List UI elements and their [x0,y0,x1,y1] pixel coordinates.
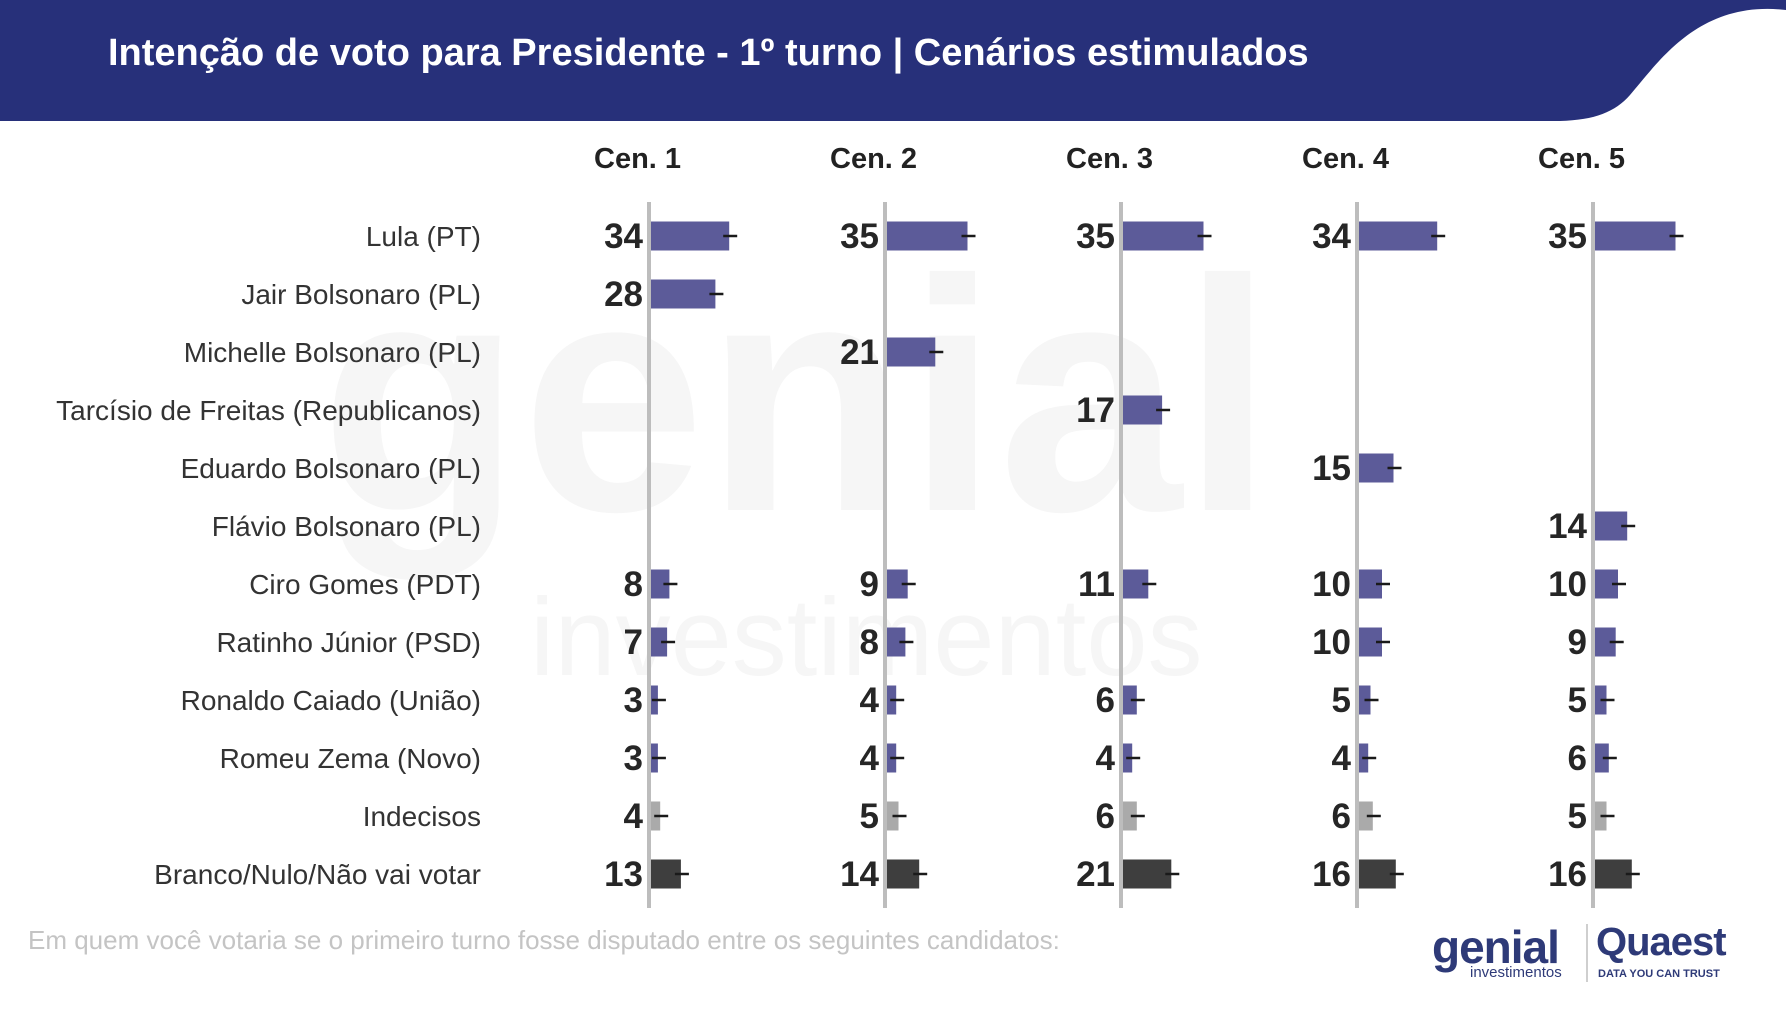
value-label: 35 [1548,217,1587,256]
bar [1595,627,1616,657]
value-label: 6 [1096,797,1115,836]
category-label: Eduardo Bolsonaro (PL) [181,453,481,484]
value-label: 10 [1548,565,1587,604]
bar [1595,743,1609,773]
category-label: Ronaldo Caiado (União) [181,685,481,716]
value-label: 16 [1312,855,1351,894]
value-label: 8 [624,565,643,604]
bar [887,337,936,367]
genial-logo-sub: investimentos [1470,964,1562,981]
bar [651,279,716,309]
quaest-logo-tagline: DATA YOU CAN TRUST [1598,968,1720,980]
bar [651,569,670,599]
header-background [0,0,1786,121]
category-label: Ciro Gomes (PDT) [249,569,481,600]
value-label: 3 [624,739,643,778]
value-label: 6 [1332,797,1351,836]
category-label: Lula (PT) [366,221,481,252]
value-label: 34 [604,217,643,256]
value-label: 16 [1548,855,1587,894]
bar [887,627,906,657]
value-label: 8 [860,623,879,662]
bar [1359,569,1382,599]
value-label: 5 [860,797,879,836]
value-label: 9 [1568,623,1587,662]
bar [887,221,968,251]
page-title: Intenção de voto para Presidente - 1º tu… [108,32,1309,74]
quaest-logo-word: Quaest [1596,920,1727,964]
header-banner: Intenção de voto para Presidente - 1º tu… [0,0,1786,122]
bar [1595,859,1632,889]
genial-logo: genial investimentos [1432,920,1582,982]
bar [1595,569,1618,599]
value-label: 4 [1332,739,1352,778]
quaest-logo: Quaest DATA YOU CAN TRUST [1596,920,1736,982]
bar [887,569,908,599]
value-label: 11 [1078,565,1115,604]
category-label: Romeu Zema (Novo) [220,743,481,774]
bar [1359,801,1373,831]
value-label: 4 [624,797,644,836]
value-label: 9 [860,565,879,604]
value-label: 28 [604,275,643,314]
scenario-header: Cen. 5 [1538,143,1625,175]
genial-logo-word: genial [1432,921,1560,973]
bar [1123,395,1163,425]
value-label: 14 [840,855,879,894]
category-label: Flávio Bolsonaro (PL) [212,511,481,542]
scenario-header: Cen. 3 [1066,143,1153,175]
value-label: 21 [840,333,879,372]
scenario-header: Cen. 1 [594,143,681,175]
bar [1123,801,1137,831]
category-label: Branco/Nulo/Não vai votar [154,859,481,890]
value-label: 13 [604,855,643,894]
value-label: 7 [624,623,643,662]
value-label: 35 [840,217,879,256]
value-label: 17 [1076,391,1115,430]
category-label: Jair Bolsonaro (PL) [241,279,481,310]
bar [1359,221,1438,251]
logo-divider [1586,924,1588,982]
value-label: 4 [860,681,880,720]
category-label: Ratinho Júnior (PSD) [216,627,481,658]
value-label: 5 [1568,681,1587,720]
value-label: 15 [1312,449,1351,488]
value-label: 3 [624,681,643,720]
value-label: 4 [860,739,880,778]
value-label: 5 [1568,797,1587,836]
vote-intention-chart: Lula (PT) Jair Bolsonaro (PL) Michelle Bol… [56,143,1684,908]
footnote: Em quem você votaria se o primeiro turno… [28,925,1060,955]
value-label: 10 [1312,623,1351,662]
bar [1595,221,1676,251]
value-label: 6 [1096,681,1115,720]
category-label: Michelle Bolsonaro (PL) [184,337,481,368]
value-label: 21 [1076,855,1115,894]
value-label: 35 [1076,217,1115,256]
bar [651,221,730,251]
value-label: 4 [1096,739,1116,778]
bar [1123,859,1172,889]
value-label: 5 [1332,681,1351,720]
value-label: 10 [1312,565,1351,604]
bar [1359,627,1382,657]
bar [1359,859,1396,889]
bar [651,627,668,657]
scenario-header: Cen. 4 [1302,143,1389,175]
value-label: 6 [1568,739,1587,778]
category-label: Tarcísio de Freitas (Republicanos) [56,395,481,426]
value-label: 14 [1548,507,1587,546]
value-label: 34 [1312,217,1351,256]
scenario-header: Cen. 2 [830,143,917,175]
bar [1123,221,1204,251]
bar [1123,685,1137,715]
category-label: Indecisos [363,801,481,832]
